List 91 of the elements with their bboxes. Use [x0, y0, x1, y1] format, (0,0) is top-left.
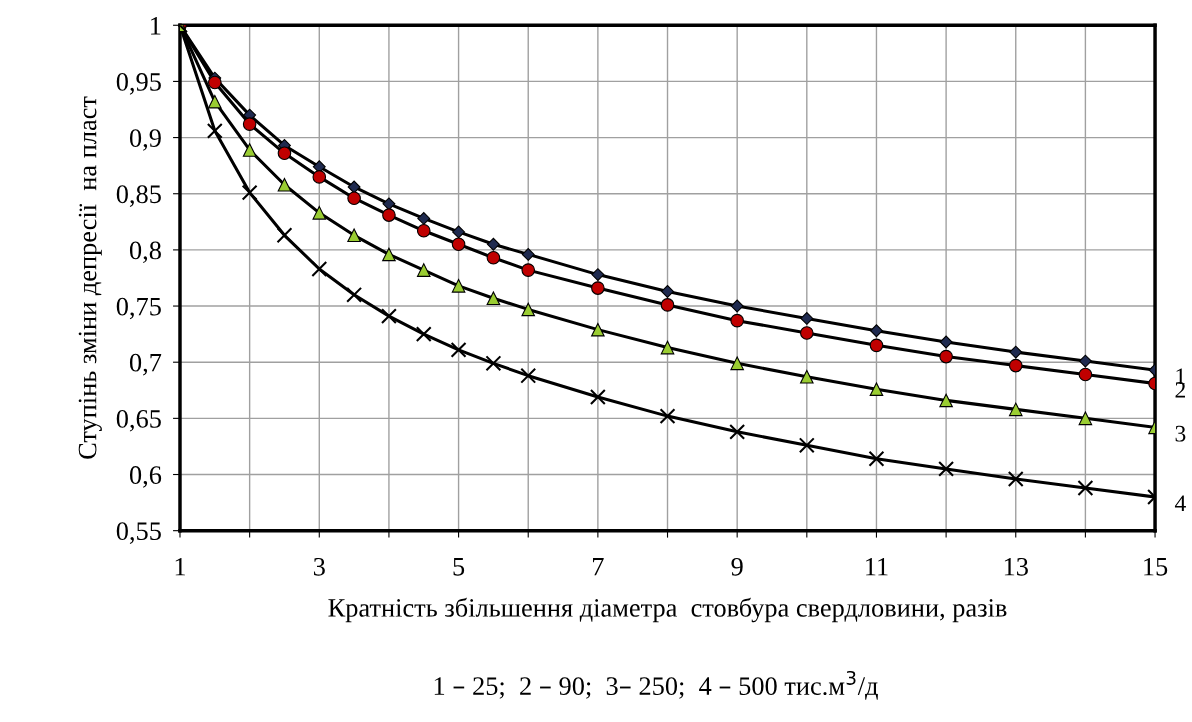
point: [346, 286, 363, 303]
y-axis-title: Ступінь зміни депресії на пласт: [78, 96, 102, 459]
y-tick-label: 0,8: [129, 241, 161, 264]
y-tick-label: 0,6: [129, 466, 162, 488]
point: [347, 228, 361, 243]
point: [800, 311, 814, 325]
x-axis-title: Кратність збільшення діаметра стовбура свердловини, разів: [328, 597, 1007, 623]
point: [312, 206, 327, 220]
point: [486, 250, 501, 265]
point: [659, 408, 676, 425]
point: [1077, 480, 1094, 496]
point: [417, 211, 431, 225]
point: [242, 143, 257, 157]
point: [869, 338, 884, 353]
x-tick-label: 11: [866, 557, 888, 576]
point: [660, 340, 675, 355]
point: [1008, 402, 1023, 417]
point: [382, 247, 396, 262]
y-tick-label: 0,65: [116, 409, 161, 432]
point: [380, 308, 397, 325]
point: [730, 356, 744, 371]
point: [521, 263, 536, 277]
point: [1078, 354, 1092, 368]
point: [450, 341, 467, 358]
point: [486, 237, 500, 251]
series-label: 3: [1175, 425, 1186, 442]
point: [800, 369, 814, 384]
y-tick-label: 1: [151, 17, 161, 35]
point: [589, 389, 606, 405]
point: [591, 322, 605, 337]
point: [591, 268, 605, 282]
point: [485, 355, 502, 372]
point: [311, 261, 328, 277]
point: [382, 208, 396, 222]
x-tick-label: 3: [313, 557, 325, 576]
point: [798, 437, 815, 454]
x-tick-label: 9: [731, 557, 743, 576]
point: [938, 460, 955, 477]
point: [1078, 367, 1093, 382]
series-label: 4: [1174, 495, 1186, 511]
point: [206, 122, 223, 139]
x-tick-label: 13: [1004, 557, 1028, 576]
point: [1009, 345, 1023, 359]
point: [868, 450, 885, 467]
point: [277, 146, 292, 161]
y-tick-label: 0,9: [129, 129, 161, 151]
x-tick-label: 15: [1144, 557, 1168, 576]
point: [869, 382, 884, 396]
point: [661, 284, 674, 298]
point: [939, 393, 953, 408]
point: [241, 184, 258, 201]
point: [276, 227, 293, 244]
point: [729, 423, 746, 440]
point: [416, 223, 431, 238]
point: [347, 191, 361, 206]
x-tick-label: 1: [175, 557, 186, 576]
point: [730, 313, 744, 328]
point: [452, 225, 466, 239]
point: [939, 349, 953, 364]
point: [208, 94, 222, 109]
text: 1 – 25; 2 – 90; 3– 250; 4 – 500 тис.м$^{3}$/д: [434, 670, 878, 700]
point: [312, 170, 327, 184]
point: [208, 75, 222, 90]
point: [521, 302, 536, 317]
point: [730, 299, 744, 313]
point: [347, 180, 361, 194]
point: [242, 117, 257, 131]
point: [800, 326, 814, 340]
y-tick-label: 0,85: [116, 185, 161, 207]
point: [1007, 471, 1024, 487]
y-tick-label: 0,75: [116, 297, 161, 320]
y-tick-label: 0,7: [129, 353, 162, 376]
y-tick-label: 0,55: [116, 522, 161, 544]
point: [451, 279, 466, 293]
point: [415, 326, 432, 343]
point: [451, 237, 466, 252]
point: [939, 335, 953, 349]
point: [416, 263, 431, 277]
x-tick-label: 7: [593, 558, 604, 576]
point: [1008, 358, 1023, 373]
point: [277, 177, 292, 192]
point: [486, 291, 501, 305]
y-tick-label: 0,95: [116, 73, 161, 95]
x-tick-label: 5: [453, 558, 465, 576]
point: [521, 247, 535, 261]
point: [520, 367, 537, 384]
point: [382, 197, 396, 211]
point: [870, 324, 883, 338]
point: [1078, 411, 1093, 426]
point: [591, 281, 605, 295]
point: [660, 298, 675, 312]
